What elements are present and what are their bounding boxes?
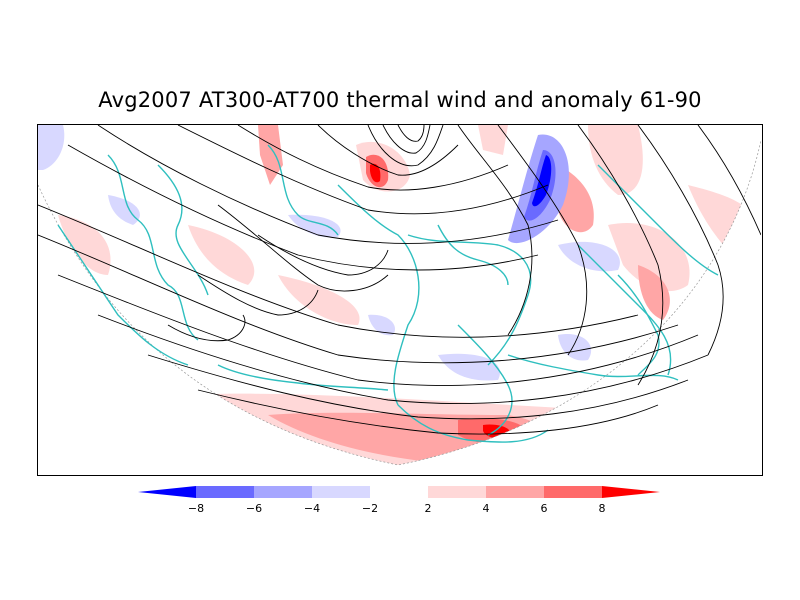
anomaly-positive-region: [688, 185, 761, 275]
anomaly-shading: [38, 125, 761, 465]
colorbar: −8 −6 −4 −2 2 4 6 8: [138, 486, 660, 514]
colorbar-tick-label: −8: [188, 502, 204, 514]
anomaly-negative-region: [558, 334, 592, 361]
colorbar-swatch: [312, 486, 370, 498]
anomaly-negative-region: [368, 314, 396, 336]
anomaly-negative-region: [288, 214, 341, 238]
anomaly-positive-region: [188, 225, 255, 285]
anomaly-positive-region: [588, 125, 643, 195]
anomaly-positive-region: [278, 275, 360, 325]
colorbar-tick-label: −2: [362, 502, 378, 514]
anomaly-positive-region: [258, 125, 283, 185]
colorbar-tick-labels: −8 −6 −4 −2 2 4 6 8: [188, 502, 606, 514]
colorbar-swatch: [544, 486, 602, 498]
map-panel: [37, 124, 763, 476]
colorbar-swatch: [138, 486, 196, 498]
anomaly-negative-region: [38, 125, 65, 170]
colorbar-swatch: [196, 486, 254, 498]
colorbar-tick-label: 2: [425, 502, 432, 514]
map-title: Avg2007 AT300-AT700 thermal wind and ano…: [98, 88, 702, 112]
anomaly-negative-region: [532, 155, 552, 207]
colorbar-swatch: [254, 486, 312, 498]
anomaly-negative-region: [108, 195, 140, 225]
colorbar-tick-label: −6: [246, 502, 262, 514]
anomaly-positive-region: [370, 163, 381, 183]
colorbar-swatch: [486, 486, 544, 498]
colorbar-tick-label: 8: [599, 502, 606, 514]
colorbar-swatch: [602, 486, 660, 498]
colorbar-tick-label: 4: [483, 502, 490, 514]
coastlines: [57, 144, 719, 443]
thermal-wind-streamlines: [38, 125, 761, 435]
anomaly-positive-region: [638, 265, 670, 320]
hemisphere-boundary: [38, 139, 761, 466]
anomaly-negative-region: [438, 353, 500, 381]
anomaly-positive-region: [608, 223, 690, 292]
colorbar-tick-label: −4: [304, 502, 320, 514]
anomaly-positive-region: [478, 125, 508, 155]
colorbar-swatches: [138, 486, 660, 498]
colorbar-swatch: [370, 486, 428, 498]
map-plot: [38, 125, 761, 466]
colorbar-tick-label: 6: [541, 502, 548, 514]
colorbar-swatch: [428, 486, 486, 498]
